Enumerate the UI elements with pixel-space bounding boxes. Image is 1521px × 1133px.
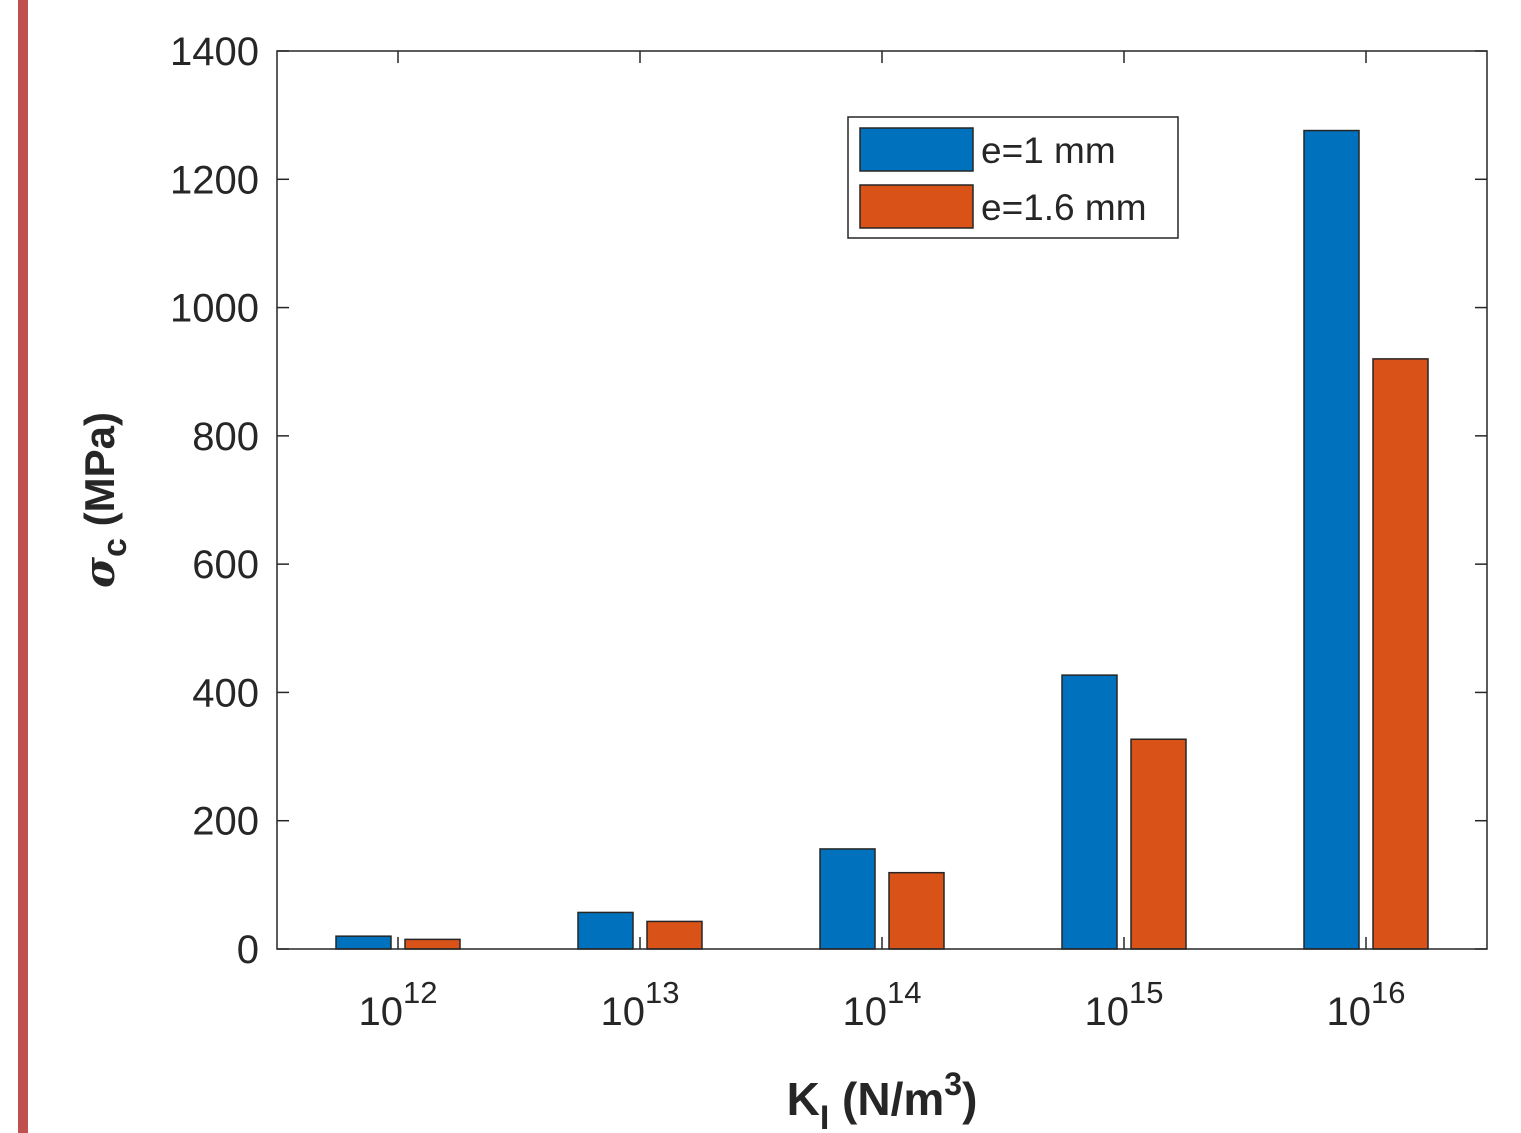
x-axis-unit-sup: 3	[944, 1066, 962, 1102]
ticks-group	[277, 50, 1487, 950]
bars-group	[335, 129, 1429, 950]
x-tick-exponent: 15	[1129, 975, 1163, 1010]
x-tick-label: 1014	[843, 975, 922, 1034]
x-tick-base: 10	[1085, 990, 1130, 1034]
legend-swatch-series2	[859, 184, 974, 229]
x-tick-base: 10	[601, 990, 646, 1034]
bar-series1-10^15	[1061, 674, 1118, 950]
legend: e=1 mm e=1.6 mm	[847, 116, 1179, 239]
y-axis-label: σc (MPa)	[75, 412, 134, 588]
x-tick-labels: 1012 1013 1014 1015 1016	[359, 975, 1406, 1034]
y-tick-label: 1200	[170, 158, 259, 202]
y-tick-label: 800	[192, 415, 259, 459]
bar-series2-10^14	[888, 871, 945, 950]
x-tick-base: 10	[843, 990, 888, 1034]
y-tick-label: 0	[237, 928, 259, 972]
x-tick-exponent: 16	[1371, 975, 1405, 1010]
y-tick-label: 200	[192, 800, 259, 844]
y-tick-labels: 0 200 400 600 800 1000 1200 1400	[170, 30, 259, 972]
bar-series2-10^12	[404, 938, 461, 950]
y-tick-label: 1400	[170, 30, 259, 74]
y-tick-label: 1000	[170, 287, 259, 331]
x-axis-label: KI (N/m3)	[787, 1066, 978, 1133]
bar-series1-10^13	[577, 911, 634, 950]
x-axis-unit-pre: (N/m	[829, 1073, 944, 1125]
x-tick-exponent: 12	[403, 975, 437, 1010]
page-margin-rule	[18, 0, 28, 1133]
x-tick-exponent: 13	[645, 975, 679, 1010]
x-tick-label: 1013	[601, 975, 680, 1034]
bar-series1-10^16	[1303, 129, 1360, 950]
y-axis-unit: (MPa)	[76, 412, 123, 538]
x-tick-label: 1016	[1327, 975, 1406, 1034]
x-tick-base: 10	[359, 990, 404, 1034]
x-axis-subscript: I	[820, 1099, 829, 1133]
y-tick-label: 600	[192, 543, 259, 587]
x-tick-label: 1012	[359, 975, 438, 1034]
x-tick-base: 10	[1327, 990, 1372, 1034]
x-axis-unit-post: )	[962, 1073, 977, 1125]
bar-series2-10^15	[1130, 738, 1187, 950]
x-tick-exponent: 14	[887, 975, 921, 1010]
bar-series1-10^12	[335, 935, 392, 950]
legend-swatch-series1	[859, 127, 974, 172]
y-axis-subscript: c	[96, 538, 134, 557]
legend-label-series1: e=1 mm	[981, 130, 1116, 171]
bar-series2-10^16	[1372, 358, 1429, 950]
y-tick-label: 400	[192, 671, 259, 715]
bar-series1-10^14	[819, 848, 876, 950]
x-tick-label: 1015	[1085, 975, 1164, 1034]
bar-series2-10^13	[646, 920, 703, 950]
x-axis-symbol: K	[787, 1073, 820, 1125]
legend-label-series2: e=1.6 mm	[981, 187, 1147, 228]
y-axis-symbol: σ	[75, 557, 124, 588]
